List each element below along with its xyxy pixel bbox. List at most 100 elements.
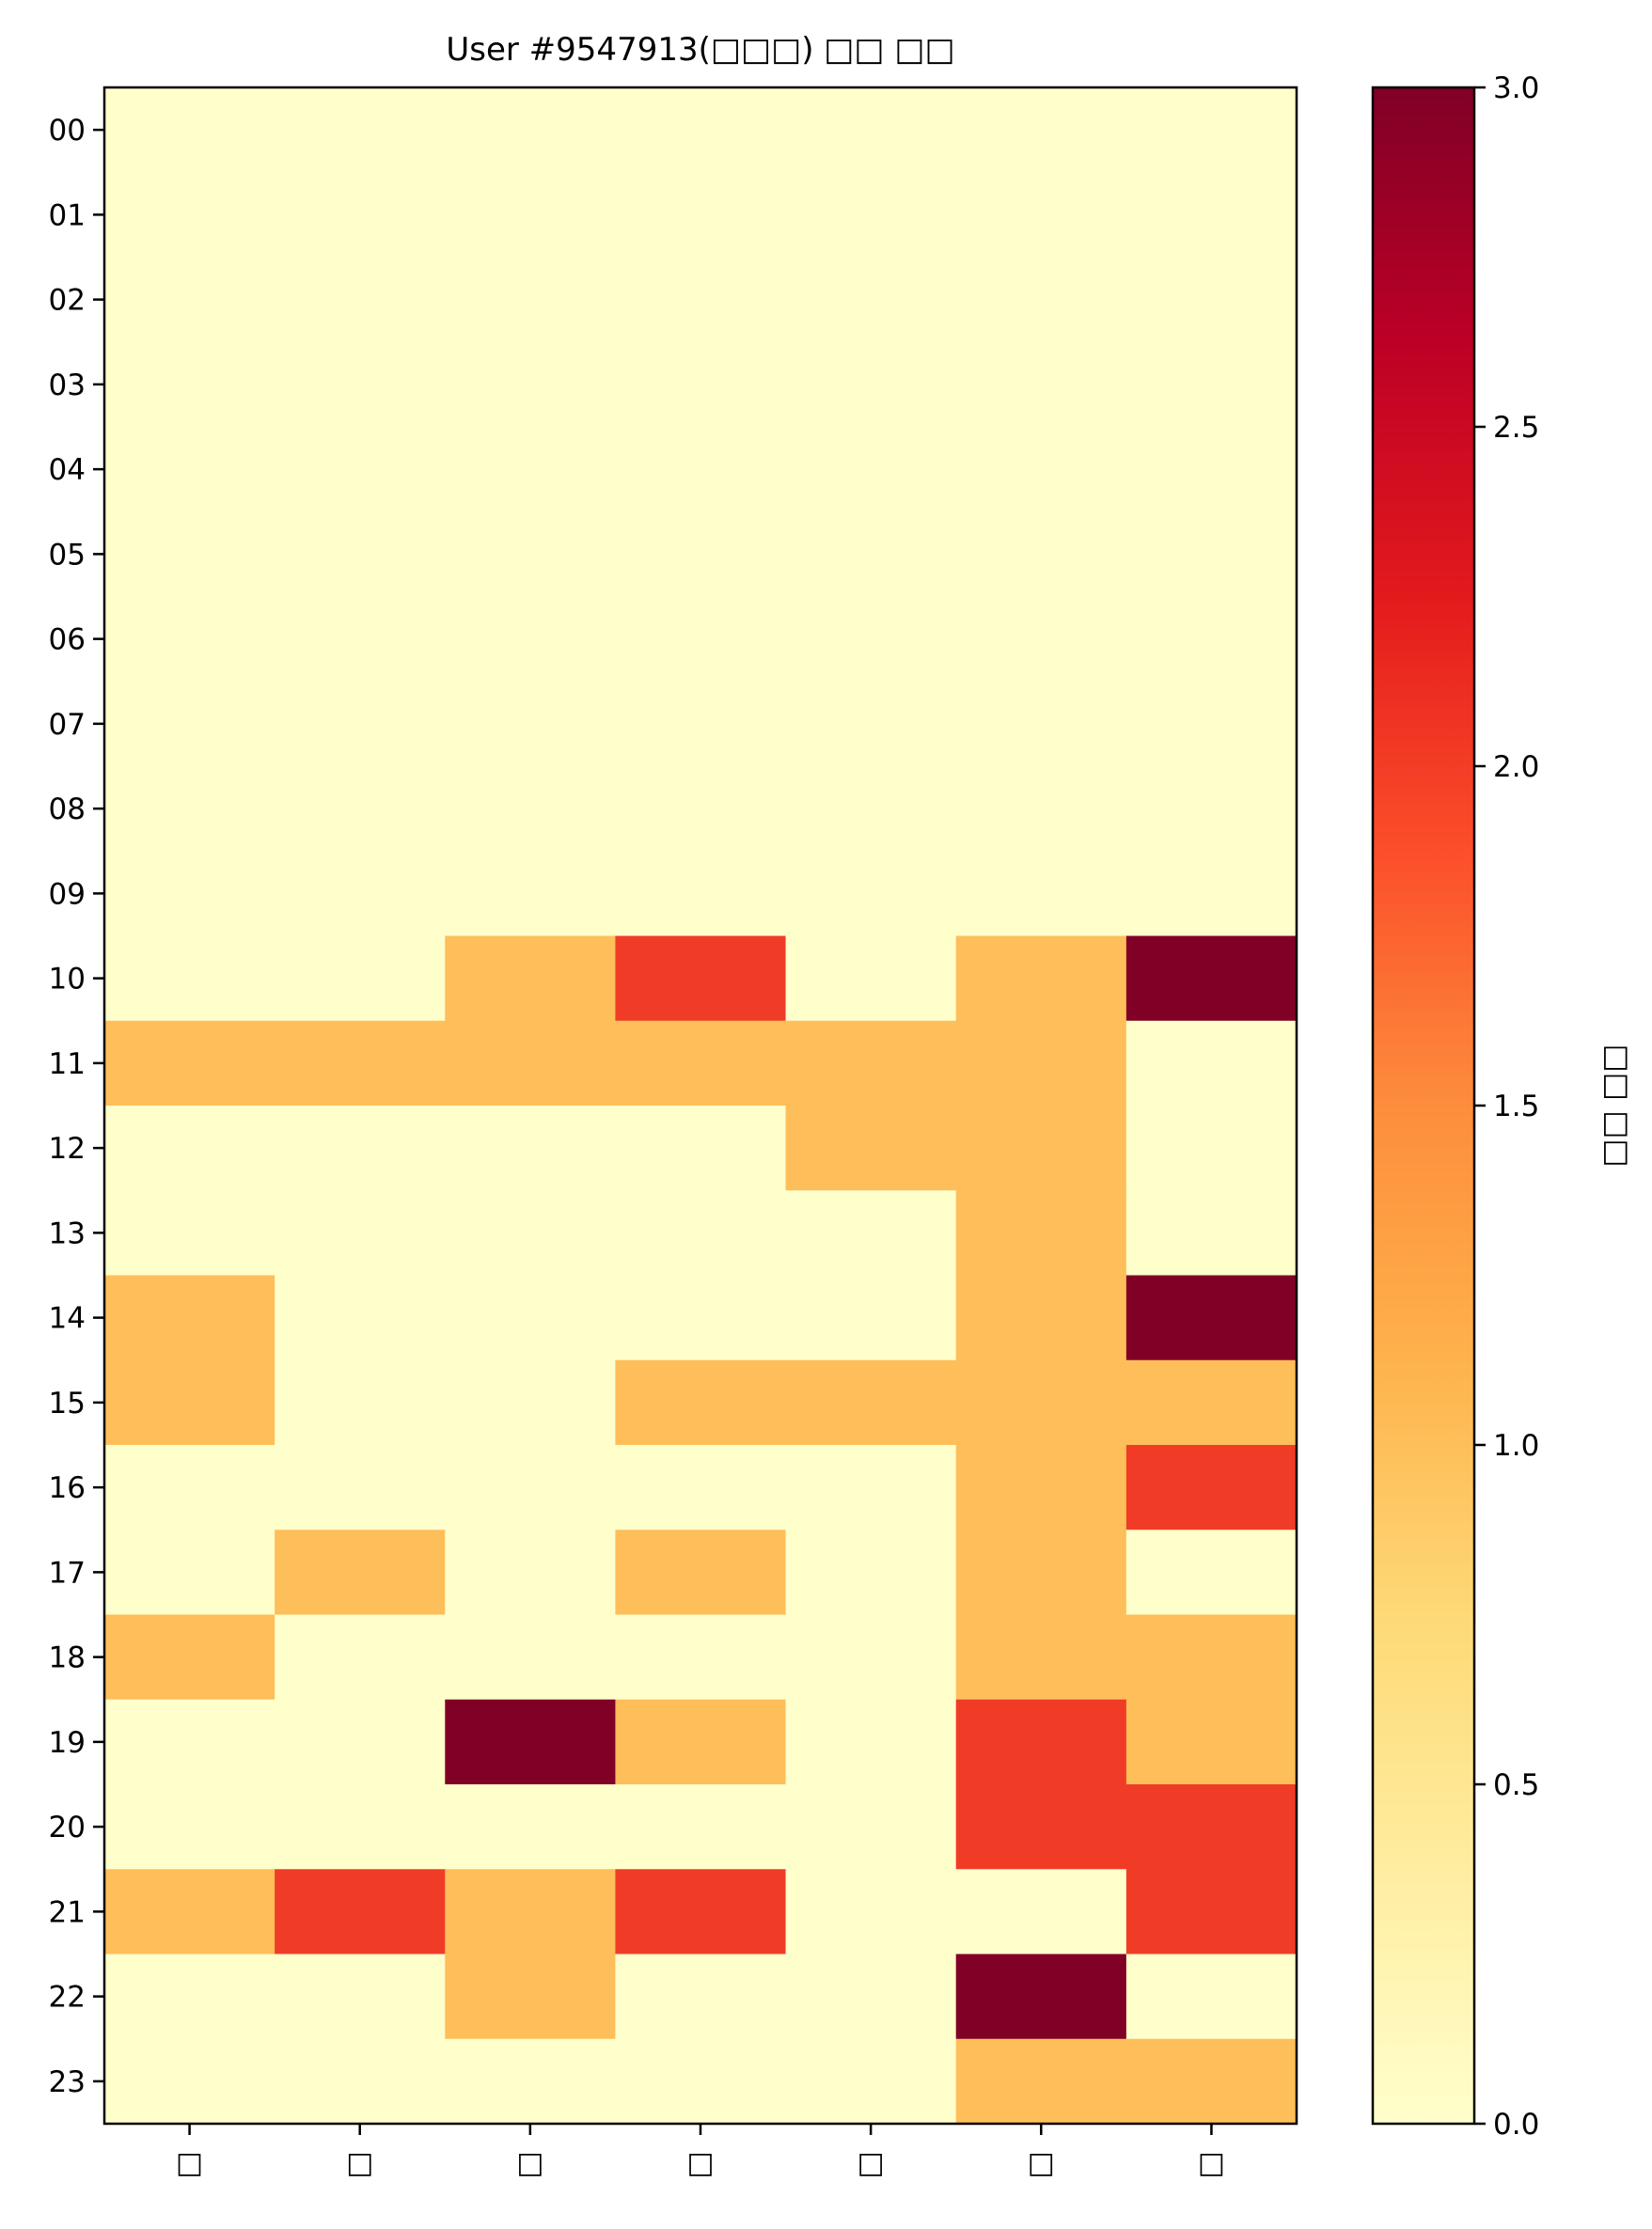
heatmap-cell xyxy=(275,1954,446,2040)
heatmap-cell xyxy=(1125,87,1298,173)
heatmap-cell xyxy=(785,935,957,1022)
heatmap-cell xyxy=(275,935,446,1022)
y-tick-label: 10 xyxy=(49,963,86,997)
colorbar-tick-label: 1.5 xyxy=(1493,1090,1539,1123)
y-tick-label: 22 xyxy=(49,1981,86,2015)
x-tick-label: □ xyxy=(516,2146,543,2180)
heatmap-cell xyxy=(1125,1190,1298,1277)
x-tick-label: □ xyxy=(346,2146,373,2180)
y-tick-label: 21 xyxy=(49,1895,86,1929)
heatmap-cell xyxy=(104,1020,275,1107)
heatmap-cell xyxy=(445,427,617,512)
x-tick-label: □ xyxy=(176,2146,203,2180)
heatmap-cell xyxy=(445,2038,617,2125)
heatmap-cell xyxy=(785,1190,957,1277)
heatmap-cell xyxy=(275,341,446,428)
heatmap-cell xyxy=(955,596,1127,683)
heatmap-cell xyxy=(955,341,1127,428)
heatmap-cell xyxy=(275,257,446,343)
y-tick-label: 00 xyxy=(49,114,86,148)
colorbar-tick-label: 2.0 xyxy=(1493,750,1539,784)
heatmap-cell xyxy=(445,1020,617,1107)
heatmap-cell xyxy=(104,1784,275,1870)
heatmap-cell xyxy=(104,1699,275,1785)
x-tick-label: □ xyxy=(686,2146,714,2180)
heatmap-cell xyxy=(615,596,787,683)
heatmap-cell xyxy=(785,1530,957,1616)
heatmap-cell xyxy=(445,1699,617,1785)
heatmap-cell xyxy=(955,1869,1127,1955)
heatmap-cell xyxy=(1125,1359,1298,1446)
heatmap-cell xyxy=(955,1190,1127,1277)
heatmap-cell xyxy=(615,1614,787,1701)
heatmap-cell xyxy=(445,1784,617,1870)
heatmap-cell xyxy=(104,851,275,937)
heatmap-cell xyxy=(615,1106,787,1191)
y-tick-label: 05 xyxy=(49,538,86,572)
heatmap-cell xyxy=(785,681,957,767)
heatmap-cell xyxy=(104,1530,275,1616)
heatmap-cell xyxy=(445,1869,617,1955)
heatmap-cell xyxy=(955,935,1127,1022)
heatmap-cell xyxy=(445,1275,617,1361)
heatmap-cell xyxy=(275,87,446,173)
heatmap-cell xyxy=(104,341,275,428)
heatmap-cell xyxy=(104,1106,275,1191)
heatmap-cell xyxy=(1125,1954,1298,2040)
heatmap-cell xyxy=(445,1614,617,1701)
heatmap-cell xyxy=(445,1530,617,1616)
heatmap-cell xyxy=(615,935,787,1022)
heatmap-cell xyxy=(104,1190,275,1277)
heatmap-cell xyxy=(785,1614,957,1701)
heatmap-cell xyxy=(955,1699,1127,1785)
heatmap-cell xyxy=(615,1954,787,2040)
heatmap-cell xyxy=(785,1699,957,1785)
heatmap-cell xyxy=(785,257,957,343)
heatmap-cell xyxy=(615,87,787,173)
heatmap-cell xyxy=(104,766,275,852)
heatmap-cell xyxy=(615,1699,787,1785)
heatmap-cell xyxy=(445,851,617,937)
heatmap-cell xyxy=(615,1530,787,1616)
y-tick-label: 11 xyxy=(49,1047,86,1081)
heatmap-cell xyxy=(445,596,617,683)
heatmap-cell xyxy=(955,172,1127,259)
heatmap-cell xyxy=(955,1614,1127,1701)
heatmap-cell xyxy=(1125,1614,1298,1701)
heatmap-cell xyxy=(1125,766,1298,852)
heatmap-cell xyxy=(104,1954,275,2040)
heatmap-cell xyxy=(615,2038,787,2125)
x-tick-label: □ xyxy=(857,2146,884,2180)
heatmap-cell xyxy=(275,1614,446,1701)
y-tick-label: 06 xyxy=(49,623,86,657)
heatmap-cell xyxy=(955,851,1127,937)
heatmap-cell xyxy=(785,766,957,852)
y-tick-label: 02 xyxy=(49,284,86,318)
heatmap-cell xyxy=(445,766,617,852)
heatmap-cell xyxy=(785,1954,957,2040)
heatmap-cell xyxy=(1125,1445,1298,1530)
heatmap-cell xyxy=(275,1869,446,1955)
y-tick-label: 01 xyxy=(49,198,86,232)
colorbar: 0.0 0.5 1.0 1.5 2.0 2.5 3.0 □□ □□ xyxy=(1371,71,1636,2142)
heatmap-cell xyxy=(785,87,957,173)
y-tick-label: 18 xyxy=(49,1641,86,1675)
heatmap-cell xyxy=(955,1106,1127,1191)
colorbar-tick-label: 1.0 xyxy=(1493,1429,1539,1463)
y-tick-label: 03 xyxy=(49,369,86,402)
heatmap-cell xyxy=(615,511,787,598)
heatmap-cell xyxy=(445,87,617,173)
heatmap-cell xyxy=(104,596,275,683)
heatmap-cell xyxy=(615,1190,787,1277)
heatmap-cell xyxy=(275,596,446,683)
heatmap-cell xyxy=(104,1359,275,1446)
heatmap-cell xyxy=(785,1869,957,1955)
y-tick-label: 19 xyxy=(49,1726,86,1760)
colorbar-tick-label: 2.5 xyxy=(1493,411,1539,445)
x-tick-label: □ xyxy=(1198,2146,1225,2180)
heatmap-cell xyxy=(1125,427,1298,512)
heatmap-cell xyxy=(1125,172,1298,259)
heatmap-cell xyxy=(104,1445,275,1530)
